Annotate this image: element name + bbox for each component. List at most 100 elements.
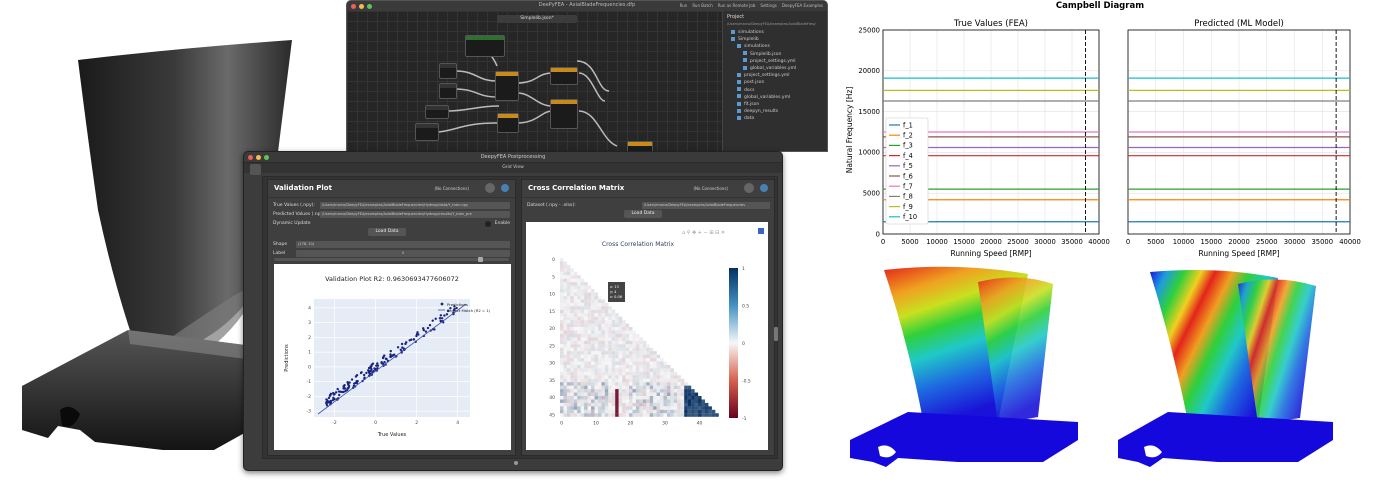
project-item[interactable]: post.json: [727, 79, 823, 86]
prediction-point: [439, 314, 443, 317]
minimize-dot-icon[interactable]: [359, 3, 364, 9]
corr-cell: [560, 382, 564, 386]
project-item[interactable]: deepyn_results: [727, 108, 823, 115]
x-tick-label: 30000: [1034, 238, 1056, 246]
layout-tool-icon[interactable]: [250, 164, 261, 175]
minimize-dot-icon[interactable]: [256, 154, 261, 160]
load-data-button[interactable]: Load Data: [368, 228, 406, 236]
corr-cell: [584, 292, 588, 297]
corr-cell: [591, 289, 595, 293]
link-icon[interactable]: [760, 184, 768, 192]
corr-cell: [615, 413, 619, 417]
corr-cell: [563, 292, 567, 297]
corr-cell: [663, 368, 668, 372]
plotly-logo-icon[interactable]: [758, 228, 764, 234]
close-dot-icon[interactable]: [351, 3, 356, 9]
settings-icon[interactable]: [485, 183, 495, 193]
corr-cell: [680, 399, 685, 403]
editor-tab[interactable]: Simplelib.json*: [497, 15, 577, 23]
corr-cell: [566, 364, 571, 369]
true-values-input[interactable]: /Users/marco/DeepyFEA/examples/AxialBlad…: [320, 202, 510, 209]
menu-examples[interactable]: DeepyFEA Examples: [781, 3, 823, 8]
project-item[interactable]: project_settings.yml: [727, 72, 823, 79]
validation-legend: Predictions Perfect Match (R2 = 1): [438, 302, 491, 313]
corr-cell: [566, 275, 571, 279]
dataset-input[interactable]: /Users/marco/DeepyFEA/examples/AxialBlad…: [642, 202, 770, 209]
corr-cell: [597, 340, 602, 345]
menu-run-remote[interactable]: Run as Remote Job: [717, 3, 756, 8]
file-icon: [737, 101, 741, 106]
corr-cell: [573, 344, 578, 348]
project-item[interactable]: Simplelib.json: [727, 51, 823, 58]
corr-cell: [597, 413, 602, 417]
node-sort-data[interactable]: [550, 67, 578, 85]
link-icon[interactable]: [501, 184, 509, 192]
corr-cell: [639, 406, 643, 410]
project-item[interactable]: Simplelib: [727, 36, 823, 43]
corr-cell: [635, 358, 640, 362]
label-value[interactable]: 0: [296, 250, 510, 257]
enable-checkbox[interactable]: [485, 221, 491, 227]
project-item[interactable]: global_variables.yml: [727, 94, 823, 101]
corr-cell: [604, 327, 609, 331]
prediction-point: [449, 307, 452, 310]
maximize-dot-icon[interactable]: [367, 3, 372, 9]
bottom-handle-icon[interactable]: [514, 461, 518, 465]
corr-cell: [677, 396, 681, 400]
predicted-values-input[interactable]: /Users/marco/DeepyFEA/examples/AxialBlad…: [320, 211, 510, 218]
node-validation[interactable]: [550, 99, 578, 129]
prediction-point: [380, 361, 383, 364]
corr-y-tick: 5: [552, 274, 555, 280]
node-input-3[interactable]: [425, 105, 449, 119]
correlation-panel-title: Cross Correlation Matrix: [528, 184, 625, 192]
node-input-4[interactable]: [415, 123, 439, 141]
corr-cell: [615, 364, 619, 369]
corr-cell: [684, 396, 688, 400]
node-model-1[interactable]: [495, 71, 519, 101]
corr-cell: [563, 371, 567, 376]
corr-cell: [566, 409, 571, 414]
project-item[interactable]: docs: [727, 87, 823, 94]
corr-cell: [684, 382, 688, 386]
corr-cell: [618, 354, 623, 359]
label-slider[interactable]: [274, 257, 509, 262]
panel-splitter[interactable]: [774, 327, 778, 341]
campbell-suptitle: Campbell Diagram: [1056, 1, 1144, 11]
corr-cell: [577, 278, 581, 283]
node-input-main[interactable]: [465, 35, 505, 57]
prediction-point: [369, 365, 372, 368]
project-item[interactable]: global_variables.yml: [727, 65, 823, 72]
corr-cell: [673, 402, 678, 407]
corr-cell: [618, 316, 623, 321]
menu-settings[interactable]: Settings: [760, 3, 777, 8]
corr-cell: [587, 364, 592, 369]
project-item[interactable]: project_settings.yml: [727, 58, 823, 65]
node-canvas[interactable]: Simplelib.json*: [347, 11, 722, 151]
settings-icon[interactable]: [744, 183, 754, 193]
menu-run[interactable]: Run: [679, 3, 688, 8]
project-item-label: global_variables.yml: [750, 66, 797, 72]
corr-cell: [563, 351, 567, 355]
maximize-dot-icon[interactable]: [264, 154, 269, 160]
plotly-toolbar[interactable]: ⌂ ⚲ ✥ + − ⊞ ⊟ ✕: [681, 228, 764, 236]
close-dot-icon[interactable]: [248, 154, 253, 160]
slider-handle[interactable]: [478, 257, 483, 262]
node-model-2[interactable]: [497, 113, 519, 133]
project-item[interactable]: data: [727, 115, 823, 122]
corr-load-data-button[interactable]: Load Data: [624, 210, 662, 218]
project-item[interactable]: fit.json: [727, 101, 823, 108]
toolbar-icons[interactable]: ⌂ ⚲ ✥ + − ⊞ ⊟ ✕: [682, 230, 725, 236]
node-save-load[interactable]: [627, 141, 653, 151]
corr-cell: [594, 320, 599, 324]
node-input-2[interactable]: [439, 83, 457, 99]
corr-cell: [635, 361, 640, 366]
corr-cell: [580, 330, 585, 334]
project-item[interactable]: simulations: [727, 43, 823, 50]
corr-cell: [642, 385, 647, 390]
corr-cell: [642, 371, 647, 376]
menu-run-batch[interactable]: Run Batch: [692, 3, 713, 8]
corr-cell: [584, 302, 588, 307]
project-item[interactable]: simulations: [727, 29, 823, 36]
file-icon: [743, 65, 747, 70]
node-input-1[interactable]: [439, 63, 457, 79]
